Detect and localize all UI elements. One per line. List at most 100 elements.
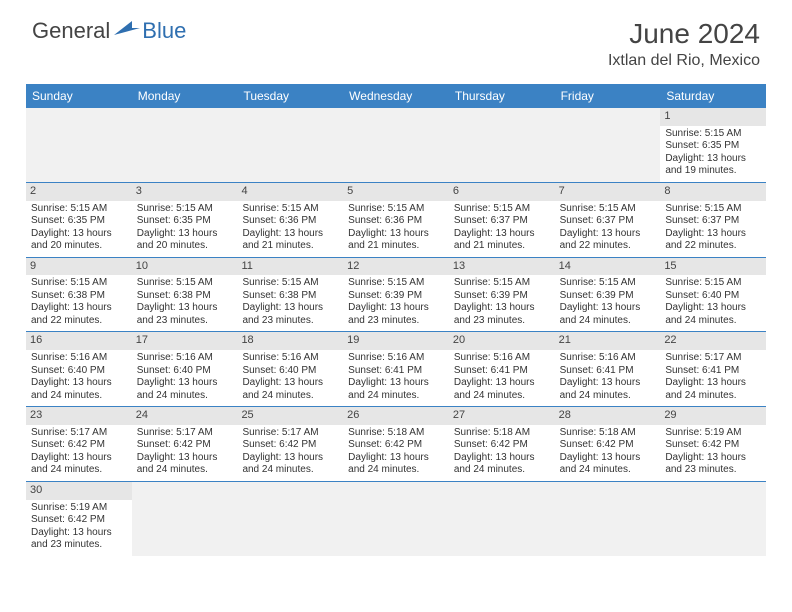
day-info-line: Sunrise: 5:15 AM	[665, 277, 761, 290]
day-number: 21	[555, 332, 661, 350]
day-number: 18	[237, 332, 343, 350]
day-info-line: Sunrise: 5:16 AM	[348, 352, 444, 365]
day-info-line: Daylight: 13 hours	[348, 302, 444, 315]
day-info-line: Sunset: 6:41 PM	[348, 365, 444, 378]
calendar-cell: 26Sunrise: 5:18 AMSunset: 6:42 PMDayligh…	[343, 407, 449, 481]
calendar-row: 16Sunrise: 5:16 AMSunset: 6:40 PMDayligh…	[26, 332, 766, 407]
weekday-header: Saturday	[660, 84, 766, 108]
day-info-line: Sunset: 6:42 PM	[665, 439, 761, 452]
day-info-line: Sunset: 6:41 PM	[560, 365, 656, 378]
day-number: 16	[26, 332, 132, 350]
day-info-line: Daylight: 13 hours	[242, 452, 338, 465]
day-info-line: and 24 minutes.	[31, 390, 127, 403]
day-info-line: Sunrise: 5:17 AM	[665, 352, 761, 365]
day-info-line: Sunset: 6:35 PM	[137, 215, 233, 228]
day-info-line: and 23 minutes.	[242, 315, 338, 328]
day-number: 4	[237, 183, 343, 201]
day-info-line: and 24 minutes.	[137, 390, 233, 403]
calendar-cell: 28Sunrise: 5:18 AMSunset: 6:42 PMDayligh…	[555, 407, 661, 481]
day-info-line: Sunset: 6:42 PM	[454, 439, 550, 452]
calendar-cell: 7Sunrise: 5:15 AMSunset: 6:37 PMDaylight…	[555, 183, 661, 257]
day-info-line: and 24 minutes.	[665, 315, 761, 328]
calendar-cell: 4Sunrise: 5:15 AMSunset: 6:36 PMDaylight…	[237, 183, 343, 257]
calendar-row: 1Sunrise: 5:15 AMSunset: 6:35 PMDaylight…	[26, 108, 766, 183]
month-title: June 2024	[608, 18, 760, 50]
day-info-line: Sunrise: 5:19 AM	[31, 502, 127, 515]
day-number: 2	[26, 183, 132, 201]
calendar-cell-empty	[237, 482, 343, 556]
day-info-line: Daylight: 13 hours	[665, 302, 761, 315]
day-info-line: Daylight: 13 hours	[560, 302, 656, 315]
logo-text-blue: Blue	[142, 18, 186, 44]
day-info-line: Sunrise: 5:16 AM	[31, 352, 127, 365]
day-number: 20	[449, 332, 555, 350]
day-info-line: Daylight: 13 hours	[560, 377, 656, 390]
calendar-cell: 14Sunrise: 5:15 AMSunset: 6:39 PMDayligh…	[555, 258, 661, 332]
day-info-line: Sunset: 6:42 PM	[31, 514, 127, 527]
day-info-line: Sunrise: 5:17 AM	[137, 427, 233, 440]
day-number: 13	[449, 258, 555, 276]
calendar-cell: 3Sunrise: 5:15 AMSunset: 6:35 PMDaylight…	[132, 183, 238, 257]
day-info-line: Sunset: 6:40 PM	[242, 365, 338, 378]
calendar-cell-empty	[449, 482, 555, 556]
day-info-line: Sunset: 6:38 PM	[242, 290, 338, 303]
day-info-line: and 24 minutes.	[31, 464, 127, 477]
day-info-line: Daylight: 13 hours	[665, 452, 761, 465]
day-number: 11	[237, 258, 343, 276]
calendar-header-row: SundayMondayTuesdayWednesdayThursdayFrid…	[26, 84, 766, 108]
day-number: 23	[26, 407, 132, 425]
day-info-line: Sunset: 6:41 PM	[454, 365, 550, 378]
day-info-line: Sunrise: 5:19 AM	[665, 427, 761, 440]
day-info-line: and 22 minutes.	[31, 315, 127, 328]
day-info-line: and 24 minutes.	[137, 464, 233, 477]
calendar-cell-empty	[555, 108, 661, 182]
calendar-cell: 19Sunrise: 5:16 AMSunset: 6:41 PMDayligh…	[343, 332, 449, 406]
calendar-cell: 25Sunrise: 5:17 AMSunset: 6:42 PMDayligh…	[237, 407, 343, 481]
day-info-line: Daylight: 13 hours	[348, 377, 444, 390]
day-number: 30	[26, 482, 132, 500]
calendar-cell-empty	[26, 108, 132, 182]
day-info-line: Daylight: 13 hours	[242, 377, 338, 390]
day-info-line: Daylight: 13 hours	[137, 452, 233, 465]
day-number: 8	[660, 183, 766, 201]
calendar-row: 23Sunrise: 5:17 AMSunset: 6:42 PMDayligh…	[26, 407, 766, 482]
day-info-line: and 24 minutes.	[242, 464, 338, 477]
calendar-cell-empty	[343, 482, 449, 556]
day-info-line: Sunset: 6:38 PM	[137, 290, 233, 303]
day-info-line: Sunrise: 5:15 AM	[348, 277, 444, 290]
calendar-cell: 18Sunrise: 5:16 AMSunset: 6:40 PMDayligh…	[237, 332, 343, 406]
day-info-line: Sunrise: 5:15 AM	[560, 203, 656, 216]
calendar: SundayMondayTuesdayWednesdayThursdayFrid…	[26, 84, 766, 556]
day-info-line: Sunrise: 5:15 AM	[454, 203, 550, 216]
calendar-cell: 24Sunrise: 5:17 AMSunset: 6:42 PMDayligh…	[132, 407, 238, 481]
day-info-line: and 24 minutes.	[560, 464, 656, 477]
calendar-cell: 30Sunrise: 5:19 AMSunset: 6:42 PMDayligh…	[26, 482, 132, 556]
calendar-cell-empty	[449, 108, 555, 182]
day-number: 29	[660, 407, 766, 425]
calendar-cell: 15Sunrise: 5:15 AMSunset: 6:40 PMDayligh…	[660, 258, 766, 332]
calendar-cell: 13Sunrise: 5:15 AMSunset: 6:39 PMDayligh…	[449, 258, 555, 332]
calendar-cell: 20Sunrise: 5:16 AMSunset: 6:41 PMDayligh…	[449, 332, 555, 406]
day-info-line: Sunset: 6:37 PM	[454, 215, 550, 228]
calendar-cell: 5Sunrise: 5:15 AMSunset: 6:36 PMDaylight…	[343, 183, 449, 257]
day-info-line: Sunrise: 5:15 AM	[242, 203, 338, 216]
day-info-line: Sunset: 6:35 PM	[665, 140, 761, 153]
day-info-line: Sunrise: 5:18 AM	[454, 427, 550, 440]
day-info-line: and 20 minutes.	[31, 240, 127, 253]
calendar-cell-empty	[132, 482, 238, 556]
day-info-line: Sunset: 6:42 PM	[560, 439, 656, 452]
calendar-cell-empty	[237, 108, 343, 182]
day-info-line: Sunrise: 5:17 AM	[242, 427, 338, 440]
calendar-cell: 8Sunrise: 5:15 AMSunset: 6:37 PMDaylight…	[660, 183, 766, 257]
day-info-line: Daylight: 13 hours	[242, 302, 338, 315]
day-info-line: and 24 minutes.	[560, 390, 656, 403]
day-info-line: Sunrise: 5:15 AM	[137, 277, 233, 290]
calendar-cell: 21Sunrise: 5:16 AMSunset: 6:41 PMDayligh…	[555, 332, 661, 406]
day-info-line: Sunset: 6:40 PM	[31, 365, 127, 378]
day-info-line: Sunset: 6:40 PM	[665, 290, 761, 303]
day-info-line: Sunrise: 5:15 AM	[31, 203, 127, 216]
day-info-line: and 23 minutes.	[31, 539, 127, 552]
calendar-cell: 11Sunrise: 5:15 AMSunset: 6:38 PMDayligh…	[237, 258, 343, 332]
day-info-line: Sunrise: 5:15 AM	[31, 277, 127, 290]
day-number: 27	[449, 407, 555, 425]
